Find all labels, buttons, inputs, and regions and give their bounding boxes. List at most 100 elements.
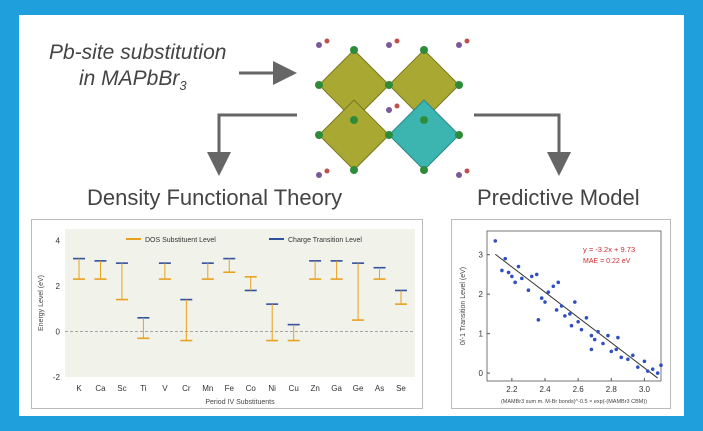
model-heading: Predictive Model <box>477 185 640 210</box>
dft-xtick-label: Sc <box>117 384 126 393</box>
model-xtick-label: 2.2 <box>506 385 518 394</box>
model-chart: 2.2 2.4 2.6 2.8 3.0 0 1 2 3 (MAMBr3 sum m. M-Br b… <box>451 219 671 409</box>
model-xtick-label: 2.4 <box>539 385 551 394</box>
arrow-to-model <box>474 113 571 176</box>
dft-xtick-label: Ga <box>331 384 342 393</box>
model-fit-line <box>494 253 658 379</box>
model-data-point <box>650 367 655 371</box>
model-data-point <box>576 319 580 324</box>
dft-ytick-label: 0 <box>56 327 61 336</box>
model-data-point <box>546 290 551 294</box>
input-label-line1: Pb-site substitution <box>49 41 227 64</box>
model-data-point <box>579 327 584 332</box>
model-ytick-label: 3 <box>479 251 484 260</box>
model-data-point <box>645 369 650 373</box>
model-data-point <box>606 333 610 338</box>
dft-heading: Density Functional Theory <box>87 185 343 210</box>
dft-xtick-label: Ni <box>268 384 276 393</box>
octahedron-substituted <box>388 99 460 171</box>
model-data-point <box>529 274 534 279</box>
model-data-point <box>554 308 559 312</box>
dft-xtick-label: Fe <box>225 384 235 393</box>
model-ytick-label: 2 <box>479 290 484 299</box>
model-data-point <box>510 274 514 279</box>
input-label-prefix: in MAPbBr <box>79 67 180 90</box>
model-data-point <box>619 355 624 360</box>
model-data-point <box>655 371 660 375</box>
dft-xtick-label: Ge <box>353 384 364 393</box>
dft-ylabel: Energy Level (eV) <box>38 275 45 331</box>
model-data-point <box>534 272 539 277</box>
model-data-point <box>596 329 600 334</box>
model-data-point <box>626 357 630 362</box>
dft-ytick-label: 2 <box>56 282 61 291</box>
dft-xtick-label: Cu <box>289 384 299 393</box>
dft-xtick-label: Mn <box>202 384 213 393</box>
model-xtick-label: 2.8 <box>606 385 618 394</box>
model-data-point <box>539 296 544 300</box>
model-data-point <box>609 349 614 354</box>
dft-legend: DOS Substituent Level Charge Transition L… <box>126 237 362 244</box>
dft-xlabel: Period IV Substituents <box>205 399 275 406</box>
dft-xtick-label: As <box>375 384 384 393</box>
model-data-point <box>556 280 561 285</box>
model-data-point <box>659 363 663 368</box>
model-data-point <box>589 333 594 338</box>
model-data-point <box>506 270 511 275</box>
model-data-point <box>573 300 577 304</box>
model-data-point <box>569 323 574 328</box>
content-panel: Pb-site substitution in MAPbBr3 <box>19 15 684 416</box>
dft-ytick-label: -2 <box>53 373 61 382</box>
diagram-graphic <box>207 38 571 178</box>
model-ytick-label: 0 <box>479 369 484 378</box>
dft-chart: 4 2 0 -2 K Ca Sc Ti V Cr Mn Fe Co Ni Cu Zn Ga Ge As Se Perio… <box>31 219 423 409</box>
input-label-subscript: 3 <box>179 78 187 94</box>
model-data-point <box>516 264 521 269</box>
dft-ytick-label: 4 <box>56 236 61 245</box>
dft-xtick-label: Ca <box>95 384 106 393</box>
dft-xtick-label: Se <box>396 384 406 393</box>
model-data-point <box>513 280 517 285</box>
model-data-point <box>500 268 504 273</box>
dft-plot-area <box>65 229 415 377</box>
model-data-point <box>568 312 572 316</box>
methylammonium-molecules <box>316 38 470 178</box>
dft-xtick-label: V <box>162 384 168 393</box>
octahedron-3 <box>318 99 390 171</box>
model-xtick-label: 2.6 <box>573 385 585 394</box>
dft-xtick-label: Co <box>246 384 257 393</box>
model-data-point <box>636 365 640 369</box>
dft-xtick-label: Ti <box>140 384 147 393</box>
arrow-to-dft <box>207 113 297 176</box>
model-ytick-label: 1 <box>479 330 484 339</box>
model-data-point <box>616 335 620 340</box>
perovskite-structure <box>315 38 470 178</box>
model-data-point <box>493 239 498 243</box>
model-data-point <box>631 353 635 358</box>
model-ylabel: 0/-1 Transition Level (eV) <box>460 267 467 345</box>
model-data-point <box>551 284 556 289</box>
model-xlabel: (MAMBr3 sum m. M-Br bonds)^-0.5 × exp(-(… <box>501 399 647 405</box>
model-data-point <box>559 304 564 308</box>
model-data-point <box>526 288 531 293</box>
dft-xtick-label: K <box>76 384 82 393</box>
dft-legend-ctl: Charge Transition Level <box>288 237 362 244</box>
dft-xtick-label: Zn <box>310 384 319 393</box>
dft-legend-dos: DOS Substituent Level <box>145 237 216 244</box>
model-data-point <box>642 359 647 364</box>
model-data-point <box>584 316 589 320</box>
dft-xtick-label: Cr <box>182 384 191 393</box>
model-data-point <box>563 314 567 318</box>
model-data-point <box>520 276 524 281</box>
model-data-point <box>536 318 541 322</box>
model-data-point <box>601 341 605 346</box>
model-xtick-label: 3.0 <box>639 385 651 394</box>
model-mae: MAE = 0.22 eV <box>583 258 631 265</box>
model-fit-equation: y = -3.2x + 9.73 <box>583 245 635 254</box>
model-data-point <box>543 300 547 304</box>
input-label-line2: in MAPbBr3 <box>79 67 187 93</box>
bromine-atoms <box>315 46 463 174</box>
model-data-point <box>614 347 619 352</box>
model-data-point <box>503 256 508 261</box>
model-data-point <box>589 347 594 352</box>
